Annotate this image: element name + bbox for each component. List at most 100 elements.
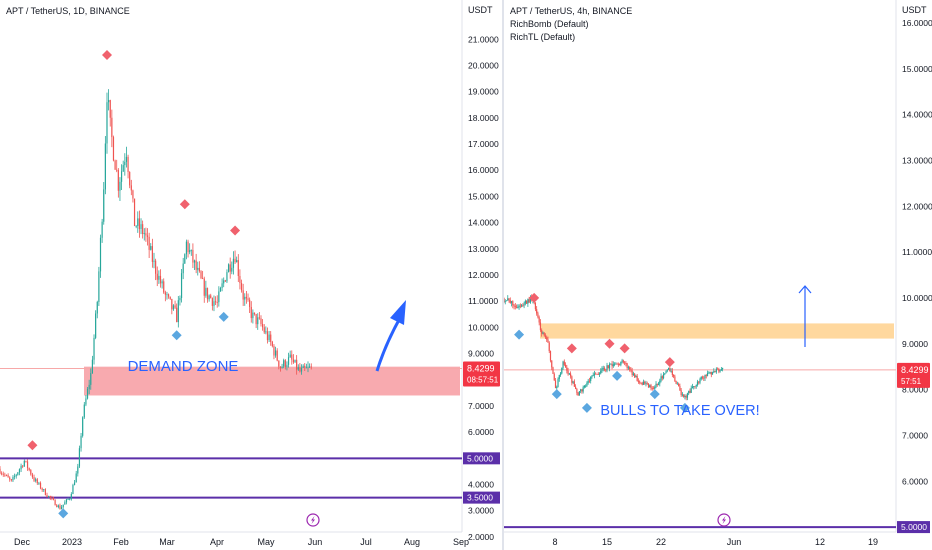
- top-marker-diamond: [566, 343, 577, 354]
- candle-body: [35, 479, 37, 481]
- time-tick-label: May: [257, 537, 275, 547]
- time-tick-label: 12: [815, 537, 825, 547]
- arrow-up-icon: [390, 300, 406, 325]
- candle-body: [606, 365, 608, 371]
- candle-body: [523, 303, 525, 306]
- bottom-marker-diamond: [171, 330, 182, 341]
- candle-body: [710, 372, 712, 375]
- level-price-value: 3.5000: [467, 493, 493, 503]
- left-chart-panel[interactable]: USDT 2.0000 3.0000 4.0000 5.0000 6.0000 7.0000…: [0, 0, 502, 550]
- lightning-bolt-icon: [311, 516, 315, 524]
- time-tick-label: 19: [868, 537, 878, 547]
- candle-body: [657, 383, 660, 385]
- candle-body: [287, 357, 290, 365]
- candle-body: [108, 100, 110, 103]
- candle-body: [528, 299, 530, 303]
- candle-body: [664, 373, 666, 375]
- time-tick-label: Jul: [360, 537, 372, 547]
- top-marker-diamond: [604, 338, 615, 349]
- candle-body: [679, 385, 681, 391]
- candle-body: [558, 375, 560, 379]
- candle-body: [231, 267, 233, 272]
- candle-body: [644, 381, 646, 384]
- y-tick-label: 21.0000: [468, 34, 499, 44]
- level-price-tag: [463, 452, 500, 465]
- candle-body: [36, 479, 38, 484]
- candle-body: [2, 473, 4, 475]
- candle-body: [562, 361, 564, 369]
- candle-body: [592, 375, 594, 377]
- candle-body: [39, 482, 42, 489]
- candle-body: [517, 307, 519, 309]
- candle-body: [300, 367, 303, 372]
- candle-body: [266, 331, 269, 341]
- candle-body: [575, 386, 577, 390]
- y-tick-label: 12.0000: [468, 270, 499, 280]
- candle-body: [618, 364, 621, 366]
- indicator-richbomb[interactable]: RichBomb (Default): [510, 19, 589, 29]
- candle-body: [148, 236, 150, 250]
- candle-body: [112, 137, 115, 161]
- candle-body: [593, 373, 596, 376]
- candle-body: [297, 367, 299, 370]
- candle-body: [13, 476, 16, 478]
- candle-body: [33, 477, 35, 481]
- candle-body: [709, 372, 711, 373]
- candle-body: [80, 435, 82, 449]
- left-chart-svg[interactable]: USDT 2.0000 3.0000 4.0000 5.0000 6.0000 7.0000…: [0, 0, 502, 550]
- candle-body: [587, 380, 589, 383]
- candle-body: [631, 370, 633, 375]
- candle-body: [245, 296, 247, 299]
- candle-body: [305, 367, 307, 369]
- panel-divider[interactable]: [502, 0, 504, 550]
- candle-body: [9, 477, 11, 480]
- candle-body: [93, 337, 95, 360]
- candle-body: [624, 362, 626, 364]
- indicator-richtl[interactable]: RichTL (Default): [510, 32, 576, 42]
- candle-body: [99, 237, 102, 272]
- candle-body: [616, 363, 618, 365]
- right-chart-panel[interactable]: USDT 5.0000 6.0000 7.0000 8.0000 9.0000 10.000…: [504, 0, 932, 550]
- last-price-tag: [897, 362, 930, 388]
- candle-body: [85, 398, 87, 405]
- candle-body: [159, 275, 162, 284]
- candle-body: [601, 368, 603, 371]
- candle-body: [167, 294, 170, 297]
- candle-body: [192, 249, 194, 263]
- candle-body: [691, 386, 694, 389]
- candle-body: [519, 305, 521, 307]
- candle-body: [164, 292, 166, 295]
- candle-body: [211, 298, 213, 306]
- candle-body: [116, 169, 118, 171]
- candle-body: [103, 189, 105, 222]
- left-symbol-title[interactable]: APT / TetherUS, 1D, BINANCE: [6, 6, 130, 16]
- candle-body: [104, 143, 106, 190]
- candle-body: [150, 246, 152, 250]
- candle-body: [283, 360, 285, 367]
- candle-body: [693, 386, 695, 387]
- right-symbol-title[interactable]: APT / TetherUS, 4h, BINANCE: [510, 6, 633, 16]
- candle-body: [257, 317, 259, 325]
- candle-body: [641, 383, 643, 385]
- candle-body: [137, 218, 139, 226]
- candle-body: [56, 505, 58, 507]
- candle-body: [719, 370, 721, 372]
- candle-body: [564, 364, 567, 368]
- candle-body: [518, 305, 520, 308]
- candle-body: [296, 359, 298, 370]
- candle-body: [669, 368, 671, 372]
- candle-body: [198, 267, 200, 272]
- y-tick-label: 6.0000: [902, 476, 928, 486]
- candle-body: [120, 171, 123, 182]
- candle-body: [276, 350, 278, 361]
- y-tick-label: 18.0000: [468, 113, 499, 123]
- candle-body: [689, 390, 691, 393]
- y-tick-label: 11.0000: [902, 247, 932, 257]
- candle-body: [4, 474, 6, 476]
- candle-body: [171, 298, 173, 310]
- candle-body: [142, 224, 144, 235]
- right-chart-svg[interactable]: USDT 5.0000 6.0000 7.0000 8.0000 9.0000 10.000…: [504, 0, 932, 550]
- candle-body: [711, 372, 714, 375]
- candle-body: [572, 381, 574, 383]
- top-marker-diamond: [664, 357, 675, 368]
